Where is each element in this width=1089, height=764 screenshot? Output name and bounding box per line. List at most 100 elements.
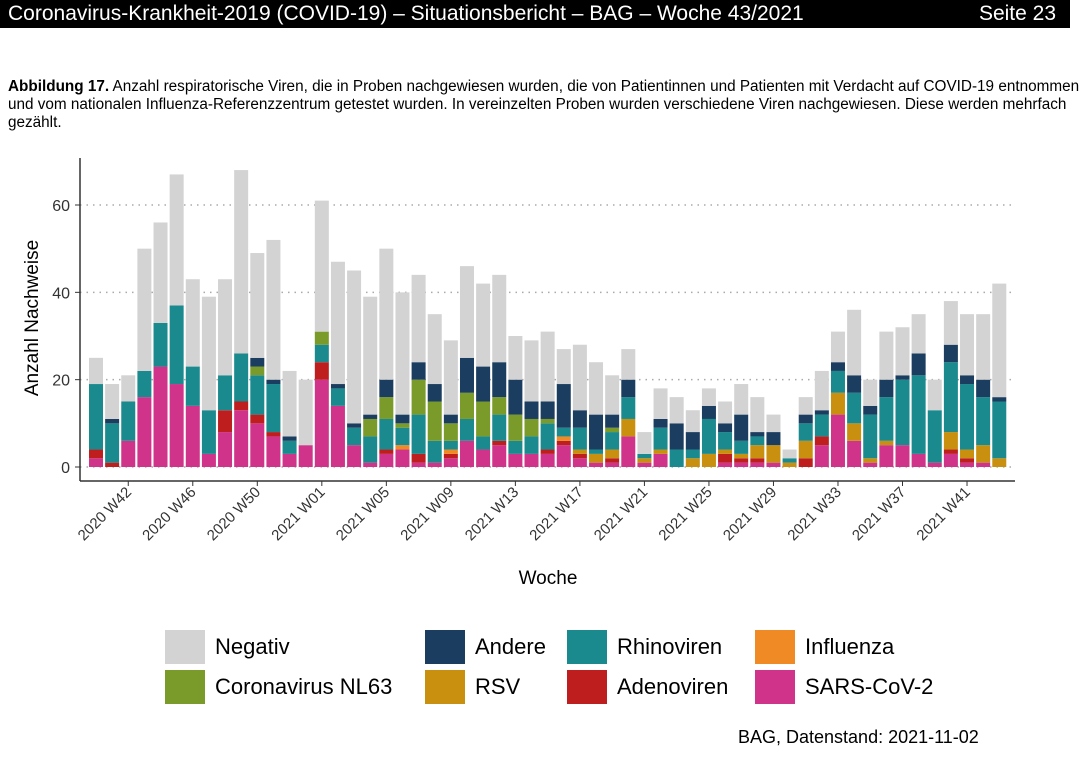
legend-key <box>567 630 607 664</box>
bar-segment-rhinoviren <box>685 449 700 459</box>
bar-segment-negativ <box>863 379 878 406</box>
bar-segment-andere <box>330 384 345 389</box>
bar-segment-rhinoviren <box>347 427 362 446</box>
bar-segment-coronavirus-nl63 <box>411 379 426 415</box>
bar-segment-sars-cov-2 <box>314 379 329 467</box>
bar-segment-sars-cov-2 <box>976 462 991 467</box>
bar-segment-andere <box>718 423 733 433</box>
bar-segment-rhinoviren <box>169 305 184 385</box>
bar-segment-rhinoviren <box>314 344 329 363</box>
bar-segment-adenoviren <box>605 458 620 463</box>
bar-segment-andere <box>814 410 829 415</box>
bar-segment-andere <box>798 414 813 424</box>
x-tick-label: 2021 W41 <box>913 484 973 544</box>
bar-segment-rhinoviren <box>218 375 233 411</box>
bar-segment-andere <box>621 379 636 398</box>
bar-segment-sars-cov-2 <box>298 445 313 467</box>
bar-segment-adenoviren <box>943 449 958 454</box>
bar-segment-adenoviren <box>379 449 394 454</box>
bar-segment-rsv <box>782 462 797 467</box>
bar-segment-sars-cov-2 <box>556 445 571 467</box>
bar-segment-sars-cov-2 <box>540 453 555 467</box>
bar-segment-coronavirus-nl63 <box>524 418 539 437</box>
bar-segment-rsv <box>621 418 636 437</box>
bar-segment-sars-cov-2 <box>153 366 168 467</box>
bar-segment-rhinoviren <box>427 440 442 463</box>
bar-segment-rhinoviren <box>282 440 297 454</box>
bar-segment-negativ <box>250 253 265 358</box>
bar-segment-sars-cov-2 <box>89 458 103 467</box>
bar-segment-negativ <box>556 349 571 385</box>
bar-segment-andere <box>685 432 700 450</box>
bar-segment-andere <box>653 418 668 428</box>
bar-segment-andere <box>605 414 620 428</box>
bar-segment-sars-cov-2 <box>459 440 474 467</box>
bar-segment-rhinoviren <box>395 427 410 446</box>
bar-segment-sars-cov-2 <box>395 449 410 467</box>
bar-segment-rsv <box>637 458 652 463</box>
bar-segment-rsv <box>653 449 668 454</box>
legend-key <box>425 630 465 664</box>
bar-segment-rhinoviren <box>863 414 878 459</box>
bar-segment-negativ <box>169 174 184 306</box>
bar-segment-negativ <box>185 279 200 367</box>
bar-segment-sars-cov-2 <box>927 462 942 467</box>
bar-segment-negativ <box>685 410 700 433</box>
bar-segment-rhinoviren <box>185 366 200 406</box>
bar-segment-rhinoviren <box>556 427 571 437</box>
bar-segment-andere <box>911 353 926 376</box>
bar-segment-rhinoviren <box>105 423 120 463</box>
bar-segment-adenoviren <box>250 414 265 424</box>
bar-segment-andere <box>863 405 878 415</box>
bar-segment-negativ <box>508 336 523 380</box>
bar-segment-sars-cov-2 <box>653 453 668 467</box>
bar-segment-negativ <box>153 222 168 323</box>
x-tick-label: 2021 W21 <box>591 484 651 544</box>
bar-segment-negativ <box>492 274 507 363</box>
bar-segment-sars-cov-2 <box>201 453 216 467</box>
bar-segment-negativ <box>798 397 813 415</box>
bar-segment-sars-cov-2 <box>330 405 345 467</box>
bar-segment-influenza <box>556 436 571 441</box>
y-tick-label: 40 <box>52 285 70 302</box>
bar-segment-andere <box>492 362 507 398</box>
bar-segment-sars-cov-2 <box>750 462 765 467</box>
bar-segment-adenoviren <box>266 432 281 437</box>
bar-segment-rhinoviren <box>750 436 765 446</box>
bar-segment-sars-cov-2 <box>879 445 894 467</box>
bar-segment-rhinoviren <box>540 423 555 450</box>
bar-segment-negativ <box>734 384 749 415</box>
bar-segment-rsv <box>879 440 894 446</box>
bar-segment-rhinoviren <box>637 453 652 459</box>
bar-segment-negativ <box>879 331 894 380</box>
bar-segment-andere <box>669 423 684 450</box>
bar-segment-negativ <box>895 327 910 376</box>
bar-segment-andere <box>847 375 862 393</box>
bar-segment-rhinoviren <box>476 436 491 450</box>
bar-segment-rsv <box>589 453 604 463</box>
bar-segment-coronavirus-nl63 <box>540 418 555 424</box>
bar-segment-coronavirus-nl63 <box>379 397 394 419</box>
bar-segment-negativ <box>943 301 958 345</box>
bar-segment-negativ <box>847 309 862 376</box>
bar-segment-andere <box>363 414 378 419</box>
bar-segment-negativ <box>718 401 733 424</box>
bar-segment-rhinoviren <box>895 379 910 446</box>
bar-segment-adenoviren <box>556 440 571 446</box>
bar-segment-negativ <box>137 248 152 371</box>
bar-segment-rhinoviren <box>234 353 249 402</box>
bar-segment-negativ <box>830 331 845 363</box>
page-header: Coronavirus-Krankheit-2019 (COVID-19) – … <box>0 0 1070 28</box>
bar-segment-adenoviren <box>798 458 813 467</box>
bar-segment-coronavirus-nl63 <box>476 401 491 437</box>
bar-segment-negativ <box>395 292 410 415</box>
bar-segment-rhinoviren <box>572 427 587 450</box>
bar-segment-rsv <box>685 458 700 467</box>
bar-segment-sars-cov-2 <box>427 462 442 467</box>
bar-segment-rsv <box>701 453 716 467</box>
bar-segment-rhinoviren <box>153 322 168 367</box>
bar-segment-sars-cov-2 <box>379 453 394 467</box>
bar-segment-sars-cov-2 <box>960 462 975 467</box>
bar-segment-andere <box>105 418 120 424</box>
bar-segment-negativ <box>443 340 458 415</box>
